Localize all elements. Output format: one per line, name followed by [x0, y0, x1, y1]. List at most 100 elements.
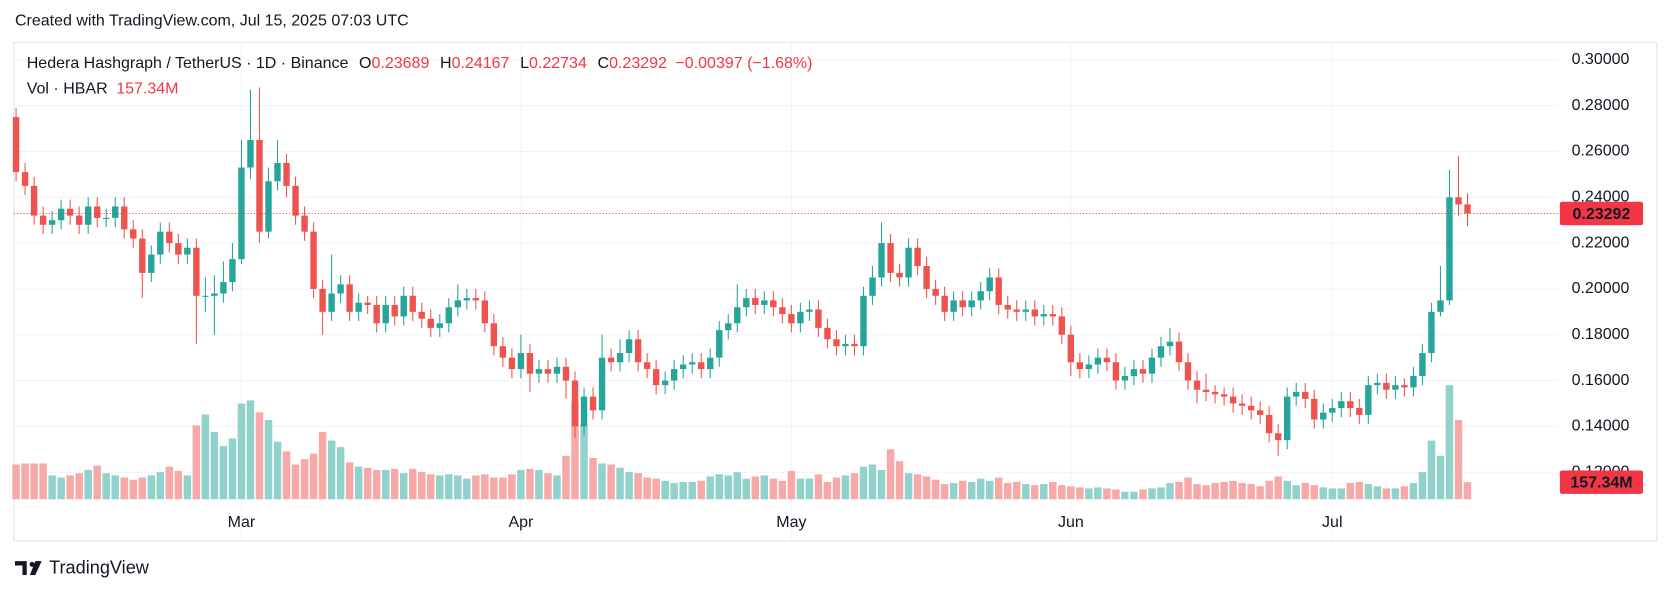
- candle-body: [1374, 382, 1381, 386]
- volume-bar: [1094, 487, 1102, 500]
- legend-h-value: 0.24167: [452, 55, 510, 72]
- candle-body: [652, 369, 660, 386]
- candle-body: [842, 343, 849, 347]
- volume-bar: [1436, 455, 1445, 500]
- volume-bar: [472, 475, 480, 500]
- last-volume-box: [1559, 470, 1644, 494]
- volume-bar: [1049, 481, 1057, 500]
- candle-body: [373, 304, 380, 324]
- candle-body: [851, 343, 858, 347]
- volume-bar: [940, 484, 949, 500]
- volume-bar: [1121, 491, 1129, 500]
- candle-body: [580, 396, 588, 427]
- candle-body: [707, 357, 714, 370]
- candle-body: [1076, 362, 1084, 370]
- candle-body: [526, 353, 534, 374]
- volume-bar: [976, 478, 985, 500]
- volume-bar: [1238, 482, 1246, 500]
- candle-body: [94, 206, 101, 218]
- volume-bar: [445, 474, 453, 500]
- volume-bar: [814, 474, 823, 500]
- legend-l-value: 0.22734: [529, 55, 587, 72]
- volume-bar: [300, 459, 309, 500]
- candle-body: [175, 243, 182, 255]
- volume-bar: [688, 481, 696, 500]
- candle-body: [553, 366, 561, 374]
- candle-body: [454, 300, 462, 308]
- candle-body: [806, 309, 813, 312]
- volume-bar: [1112, 489, 1120, 500]
- candle-body: [1121, 375, 1129, 381]
- candle-body: [364, 302, 371, 305]
- legend-c-value: 0.23292: [609, 55, 667, 72]
- candle-body: [860, 295, 867, 347]
- volume-bar: [138, 477, 147, 500]
- volume-bar: [48, 475, 56, 500]
- volume-bar: [994, 477, 1003, 500]
- candle-body: [157, 231, 164, 255]
- candle-body: [716, 330, 723, 358]
- volume-bar: [1193, 484, 1201, 500]
- volume-bar: [553, 475, 561, 500]
- volume-bar: [1013, 481, 1021, 500]
- volume-bar: [1139, 489, 1147, 500]
- candle-body: [463, 298, 471, 301]
- volume-bar: [454, 475, 462, 500]
- candle-body: [896, 272, 903, 278]
- candle-body: [1410, 375, 1417, 388]
- volume-bar: [1346, 482, 1355, 500]
- volume-bar: [1382, 488, 1391, 500]
- price-axis: 0.30000 0.28000 0.26000 0.24000 0.22000 0.200…: [228, 51, 1644, 531]
- candle-body: [725, 323, 732, 331]
- volume-bar: [1463, 482, 1472, 500]
- volume-bar: [66, 475, 74, 500]
- candle-body: [211, 293, 218, 296]
- x-tick-label: Mar: [228, 514, 256, 531]
- candle-body: [1184, 362, 1192, 381]
- volume-bar: [111, 475, 119, 500]
- candle-body: [436, 323, 443, 328]
- volume-bar: [264, 419, 273, 500]
- chart-frame: [13, 42, 1658, 542]
- volume-bar: [1202, 485, 1210, 500]
- candle-body: [1130, 369, 1138, 376]
- legend-volume: Vol · HBAR: [27, 81, 108, 98]
- volume-bar: [399, 473, 408, 500]
- volume-bar: [823, 481, 832, 500]
- candle-body: [643, 362, 651, 370]
- volume-bar: [273, 441, 282, 500]
- candle-body: [625, 339, 633, 354]
- volume-bar: [562, 455, 570, 500]
- volume-bar: [219, 446, 228, 500]
- candle-body: [139, 238, 146, 273]
- candle-body: [1311, 398, 1318, 420]
- volume-bar: [129, 479, 137, 500]
- legend-o: O: [359, 55, 371, 72]
- candle-body: [923, 266, 930, 289]
- candle-body: [734, 307, 741, 324]
- candle-body: [292, 185, 299, 216]
- candle-body: [1320, 412, 1327, 420]
- candle-body: [355, 302, 362, 312]
- candle-body: [1274, 433, 1282, 441]
- candle-body: [1067, 334, 1075, 363]
- candle-body: [589, 396, 597, 411]
- volume-bar: [724, 475, 732, 500]
- volume-bar: [1184, 477, 1192, 500]
- x-tick-label: Jul: [1322, 514, 1342, 531]
- volume-bar: [1373, 486, 1382, 500]
- candle-body: [1229, 396, 1237, 404]
- volume-bar: [345, 462, 354, 500]
- volume-bar: [1031, 485, 1039, 500]
- candle-body: [1175, 341, 1183, 363]
- candle-body: [256, 140, 263, 232]
- volume-bar: [652, 478, 660, 500]
- candle-body: [932, 288, 939, 296]
- candle-body: [409, 295, 416, 312]
- volume-bar: [1301, 482, 1309, 500]
- candle-body: [1329, 408, 1336, 413]
- candle-body: [12, 117, 20, 173]
- volume-bar: [1148, 488, 1156, 500]
- volume-bar: [958, 480, 967, 500]
